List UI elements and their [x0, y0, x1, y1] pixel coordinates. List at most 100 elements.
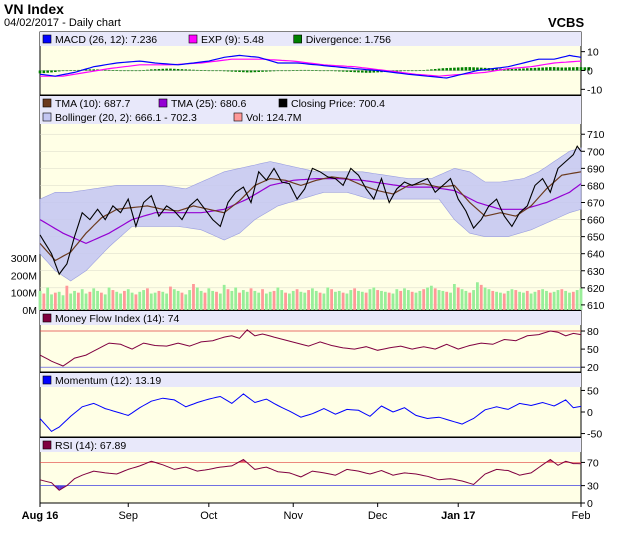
- volume-bar: [472, 290, 475, 310]
- divergence-bar: [230, 70, 234, 72]
- volume-bar: [184, 294, 188, 310]
- volume-bar: [334, 291, 337, 310]
- volume-bar: [176, 290, 180, 310]
- divergence-bar: [564, 67, 567, 71]
- divergence-bar: [261, 70, 264, 72]
- momentum-legend-swatch: [42, 375, 52, 385]
- volume-bar: [203, 292, 207, 310]
- volume-bar: [491, 290, 495, 310]
- divergence-bar: [399, 70, 402, 72]
- divergence-bar: [464, 67, 468, 71]
- volume-bar: [241, 290, 245, 310]
- volume-bar: [238, 292, 241, 310]
- divergence-bar: [242, 70, 245, 73]
- volume-bar: [73, 290, 76, 310]
- chart-source: VCBS: [548, 15, 585, 30]
- divergence-bar: [334, 70, 337, 72]
- volume-bar: [525, 290, 529, 310]
- volume-bar: [142, 290, 145, 310]
- divergence-bar: [157, 68, 161, 71]
- divergence-bar: [445, 68, 449, 71]
- price-legend-swatch: [42, 112, 52, 122]
- volume-bar: [418, 290, 422, 310]
- divergence-bar: [257, 70, 261, 73]
- x-tick-label: Nov: [283, 510, 303, 522]
- divergence-bar: [65, 70, 69, 72]
- price-legend-label: Vol: 124.7M: [246, 112, 301, 124]
- volume-bar: [506, 290, 510, 310]
- divergence-bar: [495, 68, 498, 71]
- volume-bar: [284, 292, 287, 310]
- volume-bar: [541, 289, 545, 310]
- divergence-bar: [284, 70, 287, 72]
- volume-bar: [399, 290, 403, 310]
- volume-bar: [495, 291, 498, 310]
- divergence-bar: [525, 68, 529, 71]
- volume-bar: [264, 293, 268, 310]
- volume-bar: [476, 282, 479, 310]
- volume-bar: [349, 290, 353, 310]
- macd-legend-bg: [40, 32, 581, 46]
- volume-bar: [449, 292, 452, 310]
- divergence-bar: [556, 67, 560, 71]
- volume-bar: [157, 290, 161, 310]
- volume-bar: [76, 292, 80, 310]
- volume-bar: [107, 287, 111, 310]
- volume-bar: [560, 289, 564, 310]
- volume-bar: [456, 287, 460, 310]
- divergence-bar: [207, 70, 211, 72]
- volume-bar: [311, 288, 314, 310]
- divergence-bar: [449, 67, 452, 71]
- macd-axis-tick-label: -10: [587, 84, 602, 96]
- volume-bar: [380, 290, 383, 310]
- volume-bar: [96, 290, 99, 310]
- volume-bar: [287, 293, 291, 310]
- price-axis-tick-label: 710: [587, 129, 605, 141]
- x-tick-label: Feb: [572, 510, 591, 522]
- divergence-bar: [514, 68, 518, 71]
- bollinger-band: [39, 147, 582, 282]
- volume-bar: [437, 290, 441, 310]
- x-tick-label: Aug 16: [22, 510, 59, 522]
- divergence-bar: [491, 68, 495, 71]
- volume-bar: [537, 290, 541, 310]
- volume-bar: [230, 290, 234, 310]
- volume-bar: [245, 291, 249, 310]
- divergence-bar: [372, 70, 376, 73]
- volume-bar: [433, 288, 437, 310]
- divergence-bar: [575, 67, 579, 71]
- divergence-bar: [307, 69, 310, 71]
- volume-bar: [426, 287, 429, 310]
- volume-bar: [268, 291, 272, 310]
- volume-bar: [360, 291, 364, 310]
- volume-bar: [322, 293, 326, 310]
- rsi-legend-swatch: [42, 440, 52, 450]
- divergence-bar: [169, 68, 172, 71]
- volume-bar: [218, 293, 222, 310]
- divergence-bar: [50, 70, 53, 73]
- macd-legend-label: MACD (26, 12): 7.236: [55, 34, 157, 46]
- mfi-legend-swatch: [42, 313, 52, 323]
- price-legend-label: TMA (25): 680.6: [171, 98, 246, 110]
- volume-bar: [353, 288, 357, 310]
- mfi-legend-label: Money Flow Index (14): 74: [55, 313, 179, 325]
- rsi-legend-bg: [40, 438, 581, 452]
- momentum-axis-tick-label: -50: [587, 429, 602, 441]
- mfi-axis-tick-label: 20: [587, 362, 599, 374]
- volume-bar: [169, 286, 172, 310]
- divergence-bar: [533, 67, 537, 71]
- price-legend-swatch: [42, 98, 52, 108]
- volume-bar: [422, 289, 426, 310]
- volume-bar: [119, 293, 122, 310]
- volume-bar: [299, 291, 303, 310]
- divergence-bar: [537, 67, 541, 71]
- volume-bar: [337, 290, 341, 310]
- divergence-bar: [123, 70, 126, 72]
- macd-line: [39, 54, 582, 79]
- divergence-bar: [376, 70, 379, 73]
- divergence-bar: [276, 70, 280, 72]
- volume-bar: [80, 289, 84, 310]
- divergence-bar: [506, 68, 510, 71]
- divergence-bar: [311, 70, 314, 71]
- divergence-bar: [203, 70, 207, 71]
